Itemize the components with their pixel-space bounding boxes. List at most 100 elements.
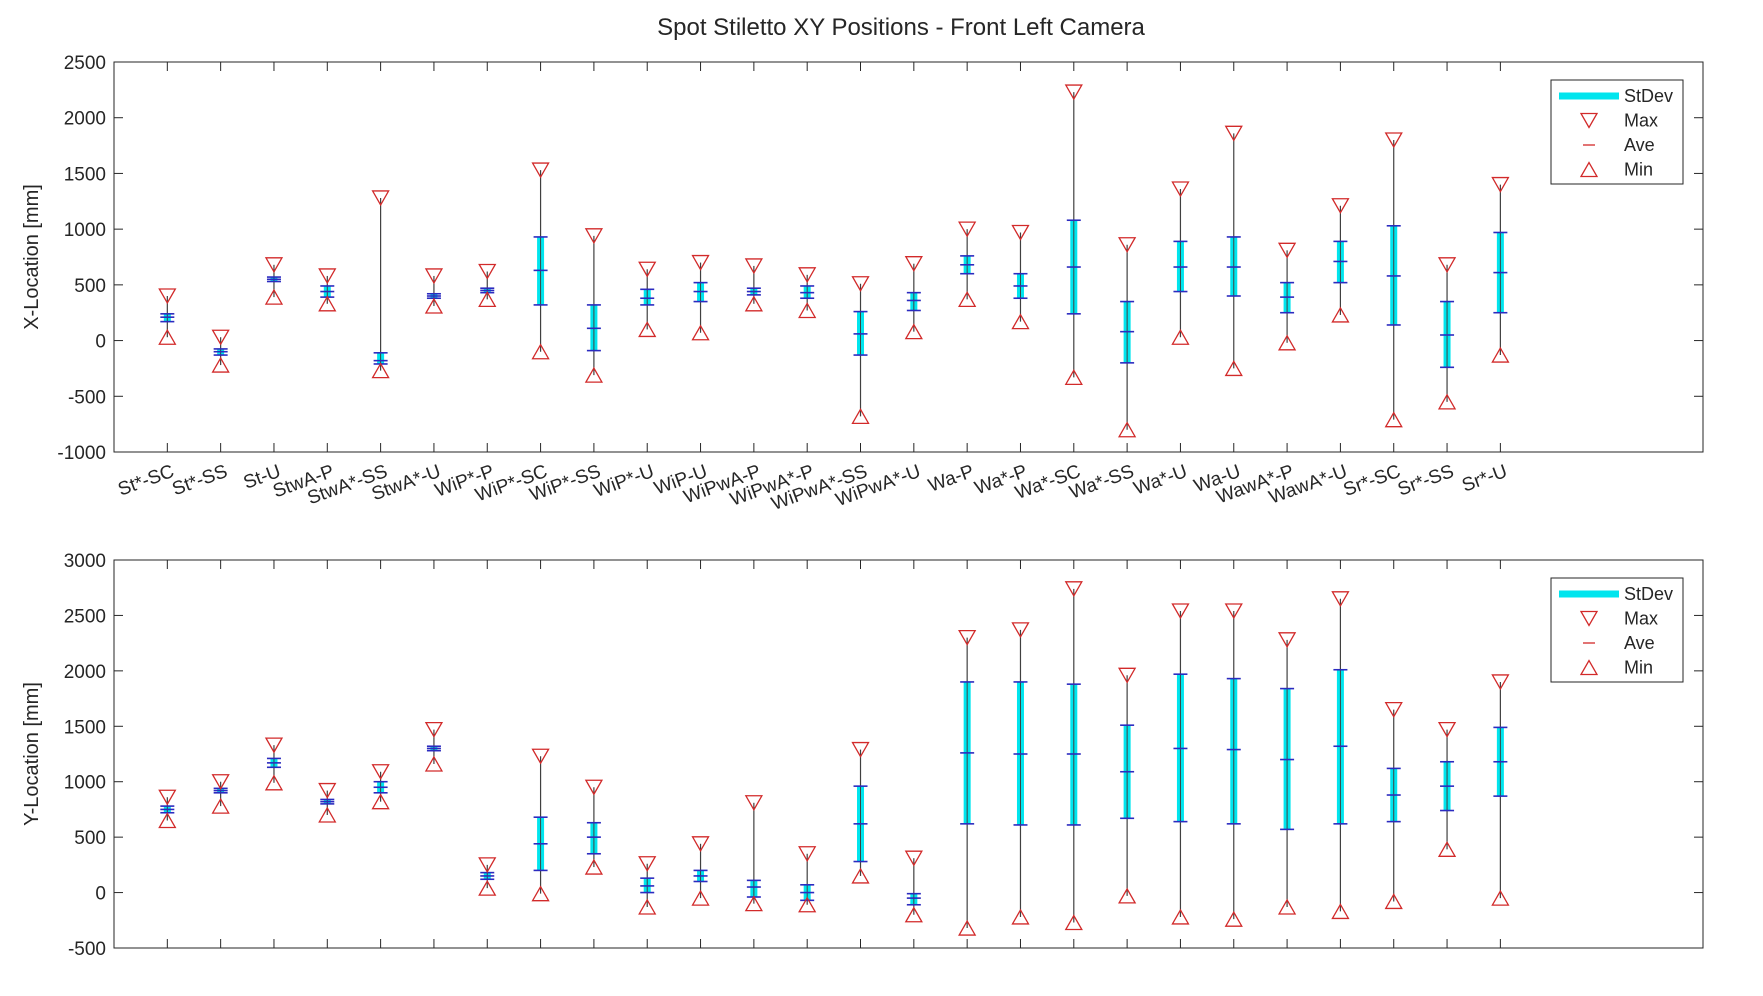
max-marker xyxy=(638,856,657,873)
min-marker xyxy=(1491,346,1510,363)
legend-max-marker xyxy=(1579,112,1599,129)
max-marker xyxy=(1384,702,1403,718)
max-marker xyxy=(531,162,550,179)
min-marker xyxy=(1277,334,1297,351)
max-marker xyxy=(798,267,817,284)
max-marker xyxy=(424,268,444,285)
min-marker xyxy=(531,343,550,360)
y-tick-label: -500 xyxy=(68,387,106,408)
max-marker xyxy=(1277,632,1297,649)
plot-area xyxy=(113,559,1704,949)
max-marker xyxy=(1011,622,1030,639)
max-marker xyxy=(318,268,337,285)
max-marker xyxy=(1117,237,1137,254)
min-marker xyxy=(1384,893,1403,910)
min-marker xyxy=(958,919,977,936)
max-marker xyxy=(424,721,444,738)
min-marker xyxy=(531,885,550,902)
min-marker xyxy=(798,302,817,319)
y-tick-label: 1000 xyxy=(64,220,106,241)
max-marker xyxy=(158,288,177,305)
max-marker xyxy=(211,774,230,791)
y-tick-label: 2000 xyxy=(64,662,106,683)
min-marker xyxy=(691,324,710,341)
legend: StDev Max Ave Min xyxy=(1550,577,1684,683)
max-marker xyxy=(1224,603,1243,620)
min-marker xyxy=(1171,908,1190,925)
max-marker xyxy=(1224,125,1243,142)
min-marker xyxy=(318,295,337,312)
min-marker xyxy=(424,755,444,772)
min-marker xyxy=(798,896,817,913)
legend-min-label: Min xyxy=(1624,658,1653,678)
max-marker xyxy=(1171,181,1190,198)
min-marker xyxy=(851,408,870,424)
min-marker xyxy=(851,867,870,884)
min-marker xyxy=(371,793,390,810)
max-marker xyxy=(1171,603,1190,620)
max-marker xyxy=(371,190,390,207)
min-marker xyxy=(1117,887,1137,904)
y-tick-label: 1500 xyxy=(64,717,106,738)
x-category-label: Wa*-U xyxy=(1131,461,1190,500)
min-marker xyxy=(1171,328,1190,345)
max-marker xyxy=(851,741,870,758)
min-marker xyxy=(1064,369,1083,385)
max-marker xyxy=(638,261,657,278)
y-axis-label: X-Location [mm] xyxy=(21,184,43,330)
legend: StDev Max Ave Min xyxy=(1550,79,1684,185)
min-marker xyxy=(1117,421,1137,438)
min-marker xyxy=(211,356,230,373)
max-marker xyxy=(744,795,763,812)
min-marker xyxy=(958,291,977,307)
legend-min-label: Min xyxy=(1624,160,1653,180)
max-marker xyxy=(1117,667,1137,684)
min-marker xyxy=(744,895,763,912)
legend-min-marker xyxy=(1579,161,1599,178)
min-marker xyxy=(264,288,284,305)
x-category-label: Wa-P xyxy=(926,461,977,497)
min-marker xyxy=(1011,313,1030,330)
max-marker xyxy=(691,836,710,853)
max-marker xyxy=(1277,242,1297,259)
legend-ave-label: Ave xyxy=(1624,135,1655,155)
max-marker xyxy=(958,221,977,238)
legend-stdev-label: StDev xyxy=(1624,584,1673,604)
x-location-panel: -1000 -500 0 500 1000 1500 2000 2500 X-Location … xyxy=(21,53,1704,515)
max-marker xyxy=(264,257,284,274)
min-marker xyxy=(158,328,177,345)
y-tick-label: 500 xyxy=(74,276,106,297)
x-category-label: WiP*-U xyxy=(591,461,657,502)
y-tick-label: 0 xyxy=(95,332,106,353)
max-marker xyxy=(691,254,710,271)
y-tick-label: 0 xyxy=(95,884,106,905)
y-axis-label: Y-Location [mm] xyxy=(21,682,43,826)
min-marker xyxy=(584,858,604,875)
max-marker xyxy=(1384,132,1403,149)
max-marker xyxy=(904,256,923,272)
max-marker xyxy=(1437,721,1457,738)
min-marker xyxy=(318,806,337,823)
max-marker xyxy=(371,764,390,781)
y-location-panel: -500 0 500 1000 1500 2000 2500 3000 Y-Location [… xyxy=(21,551,1704,960)
max-marker xyxy=(1491,176,1510,193)
max-marker xyxy=(264,737,284,754)
min-marker xyxy=(638,321,657,338)
min-marker xyxy=(1331,903,1350,920)
x-category-label: St*-SC xyxy=(115,461,177,501)
min-marker xyxy=(638,898,657,915)
max-marker xyxy=(211,329,230,346)
legend-ave-label: Ave xyxy=(1624,633,1655,653)
min-marker xyxy=(211,797,230,814)
y-tick-label: 1000 xyxy=(64,773,106,794)
max-marker xyxy=(851,276,870,293)
max-marker xyxy=(1331,198,1350,215)
min-marker xyxy=(1331,306,1350,323)
max-marker xyxy=(584,779,604,796)
min-marker xyxy=(1224,910,1243,927)
max-marker xyxy=(478,263,497,280)
min-marker xyxy=(904,906,923,923)
y-tick-label: 1500 xyxy=(64,164,106,185)
max-marker xyxy=(1011,224,1030,241)
